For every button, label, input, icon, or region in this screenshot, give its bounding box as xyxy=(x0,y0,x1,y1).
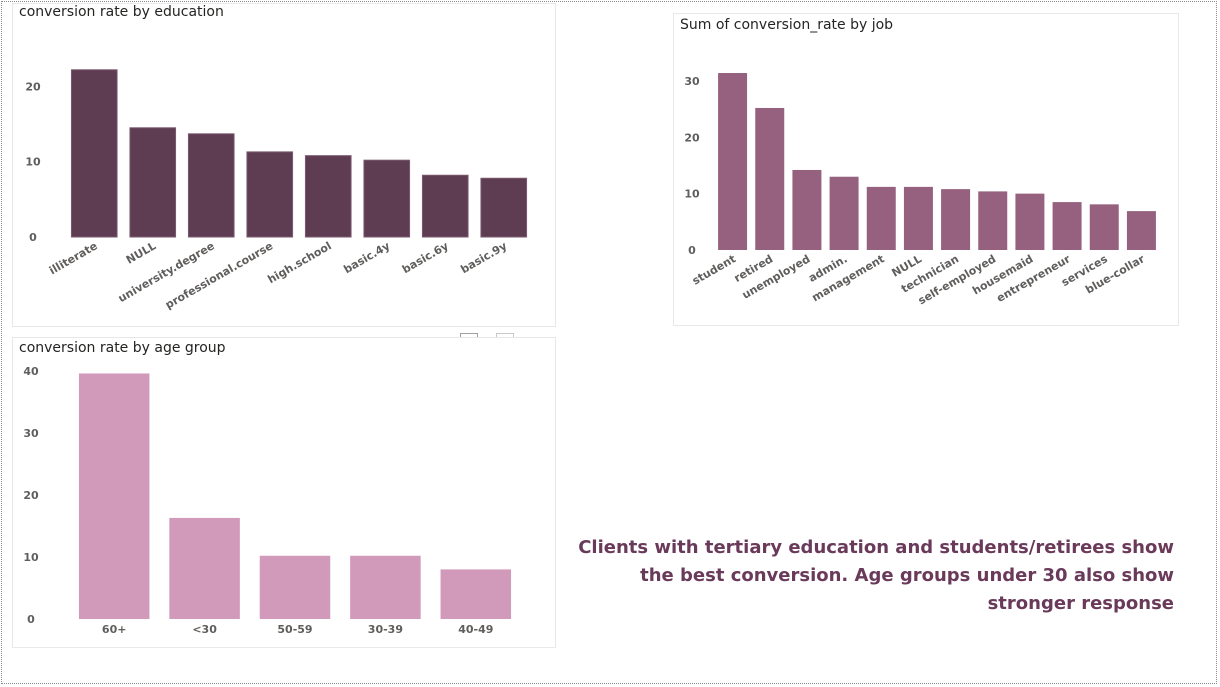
age-bar xyxy=(350,555,421,619)
education-category-label: NULL xyxy=(124,239,158,266)
education-category-label: basic.9y xyxy=(458,239,509,276)
job-bar xyxy=(718,73,748,250)
job-ytick-label: 20 xyxy=(684,131,700,144)
education-bar xyxy=(129,127,177,238)
age-ytick-label: 30 xyxy=(23,427,39,440)
age-chart-visual[interactable]: conversion rate by age group 0 10 20 30 40 60… xyxy=(12,337,556,648)
visual-header-icons[interactable] xyxy=(460,333,520,341)
education-chart-title: conversion rate by education xyxy=(19,4,224,20)
job-bar xyxy=(866,186,896,250)
job-chart-title: Sum of conversion_rate by job xyxy=(680,17,894,33)
education-bar xyxy=(246,151,294,238)
education-category-label: professional.course xyxy=(163,239,275,311)
education-bar xyxy=(304,155,352,238)
job-bar xyxy=(978,191,1008,250)
education-bar xyxy=(480,177,528,238)
age-ytick-label: 20 xyxy=(23,489,39,502)
focus-mode-icon[interactable] xyxy=(460,333,478,339)
age-category-label: 60+ xyxy=(102,623,127,636)
job-bar xyxy=(755,107,785,250)
age-bar xyxy=(78,373,150,619)
age-bar xyxy=(440,569,512,619)
education-bar xyxy=(363,159,411,238)
education-bar xyxy=(421,174,469,238)
job-chart-visual[interactable]: Sum of conversion_rate by job 0 10 20 30 stu… xyxy=(673,13,1179,326)
job-ytick-label: 10 xyxy=(684,188,700,201)
education-chart-visual[interactable]: conversion rate by education 0 10 20 illite… xyxy=(12,3,556,327)
job-ytick-label: 30 xyxy=(684,75,700,88)
education-bar xyxy=(187,133,235,238)
age-chart-title: conversion rate by age group xyxy=(19,340,226,356)
age-ytick-label: 0 xyxy=(27,613,35,626)
job-bar xyxy=(792,169,822,250)
age-ytick-label: 10 xyxy=(23,551,39,564)
job-category-label: student xyxy=(690,252,738,287)
job-bar xyxy=(829,176,859,250)
job-bar xyxy=(1052,202,1082,250)
more-options-icon[interactable] xyxy=(496,333,514,339)
job-bar xyxy=(1015,193,1045,250)
age-category-label: 40-49 xyxy=(458,623,493,636)
education-category-label: basic.4y xyxy=(341,239,392,276)
age-category-label: <30 xyxy=(192,623,217,636)
job-ytick-label: 0 xyxy=(688,244,696,257)
age-ytick-label: 40 xyxy=(23,365,39,378)
age-chart-svg: 0 10 20 30 40 60+ <30 50-59 30-39 40-49 xyxy=(23,365,512,636)
education-category-label: high.school xyxy=(266,239,334,286)
job-bar xyxy=(941,189,971,250)
education-ytick-label: 0 xyxy=(29,231,37,244)
education-ytick-label: 20 xyxy=(25,80,41,93)
job-bar xyxy=(903,186,933,250)
education-category-label: illiterate xyxy=(47,239,100,277)
education-bar xyxy=(70,69,118,238)
education-category-label: university.degree xyxy=(116,239,217,305)
age-bar xyxy=(169,517,240,619)
job-chart-svg: 0102030studentretiredunemployedadmin.man… xyxy=(684,73,1156,307)
insight-text: Clients with tertiary education and stud… xyxy=(578,537,1174,614)
job-bar xyxy=(1089,204,1119,250)
education-category-label: basic.6y xyxy=(400,239,451,276)
job-bar xyxy=(1126,211,1156,250)
education-ytick-label: 10 xyxy=(25,156,41,169)
age-category-label: 50-59 xyxy=(277,623,312,636)
age-category-label: 30-39 xyxy=(368,623,403,636)
education-chart-svg: 0 10 20 illiterate NULLuniversity.degreeprof… xyxy=(25,69,528,312)
age-bar xyxy=(259,555,331,619)
